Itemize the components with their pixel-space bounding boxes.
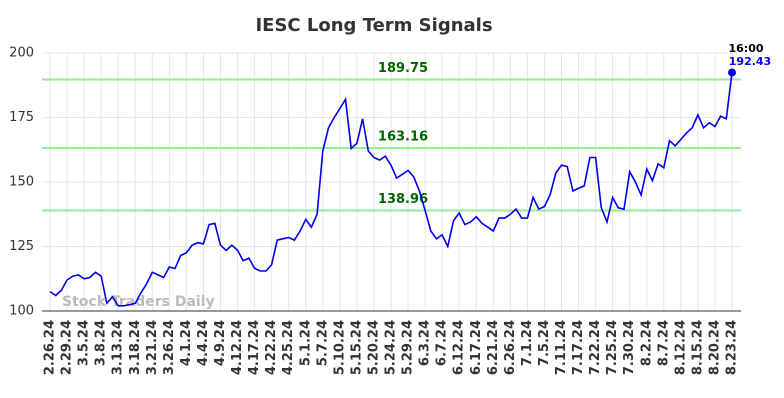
x-tick-label: 7.22.24: [588, 320, 603, 375]
x-tick-label: 4.12.24: [230, 320, 245, 375]
last-point: [728, 68, 736, 77]
x-tick-label: 5.7.24: [315, 320, 330, 366]
x-tick-label: 8.23.24: [725, 320, 740, 375]
x-tick-label: 4.9.24: [213, 320, 228, 366]
x-tick-label: 3.21.24: [145, 320, 160, 375]
x-tick-label: 4.17.24: [247, 320, 262, 375]
signal-label: 138.96: [378, 192, 428, 207]
x-tick-label: 7.25.24: [605, 320, 620, 375]
signal-label: 189.75: [378, 61, 428, 76]
y-tick-label: 150: [9, 175, 34, 190]
watermark: Stock Traders Daily: [62, 294, 215, 310]
x-tick-label: 2.26.24: [43, 320, 58, 375]
x-tick-label: 5.29.24: [401, 320, 416, 375]
x-tick-label: 4.4.24: [196, 320, 211, 366]
x-tick-label: 7.11.24: [554, 320, 569, 375]
x-tick-label: 3.18.24: [128, 320, 143, 375]
x-tick-label: 8.2.24: [639, 320, 654, 366]
x-tick-label: 3.8.24: [94, 320, 109, 366]
y-tick-label: 100: [9, 304, 34, 319]
x-tick-label: 6.17.24: [469, 320, 484, 375]
x-tick-label: 5.20.24: [366, 320, 381, 375]
x-tick-label: 6.21.24: [486, 320, 501, 375]
x-tick-label: 3.5.24: [77, 320, 92, 366]
signal-label: 163.16: [378, 130, 428, 145]
last-value: 192.43: [729, 55, 771, 68]
x-tick-label: 5.1.24: [298, 320, 313, 366]
last-time: 16:00: [728, 42, 763, 55]
x-tick-label: 6.7.24: [435, 320, 450, 366]
x-tick-label: 7.1.24: [520, 320, 535, 366]
x-tick-label: 8.12.24: [673, 320, 688, 375]
x-tick-label: 6.12.24: [452, 320, 467, 375]
x-tick-label: 3.26.24: [162, 320, 177, 375]
chart-title: IESC Long Term Signals: [255, 15, 492, 36]
x-tick-label: 5.24.24: [384, 320, 399, 375]
x-tick-label: 7.17.24: [571, 320, 586, 375]
x-tick-label: 3.13.24: [111, 320, 126, 375]
y-tick-label: 125: [9, 239, 34, 254]
x-tick-label: 4.25.24: [281, 320, 296, 375]
x-tick-label: 4.22.24: [264, 320, 279, 375]
x-tick-label: 4.1.24: [179, 320, 194, 366]
x-tick-label: 8.15.24: [690, 320, 705, 375]
x-tick-label: 2.29.24: [60, 320, 75, 375]
x-tick-label: 8.20.24: [707, 320, 722, 375]
x-tick-label: 7.30.24: [622, 320, 637, 375]
y-tick-label: 175: [9, 110, 34, 125]
x-tick-label: 6.26.24: [503, 320, 518, 375]
x-tick-label: 5.15.24: [349, 320, 364, 375]
x-tick-label: 6.3.24: [418, 320, 433, 366]
x-tick-label: 8.7.24: [656, 320, 671, 366]
x-tick-label: 5.10.24: [332, 320, 347, 375]
price-line: [49, 72, 733, 307]
y-tick-label: 200: [9, 46, 34, 61]
x-tick-label: 7.5.24: [537, 320, 552, 366]
